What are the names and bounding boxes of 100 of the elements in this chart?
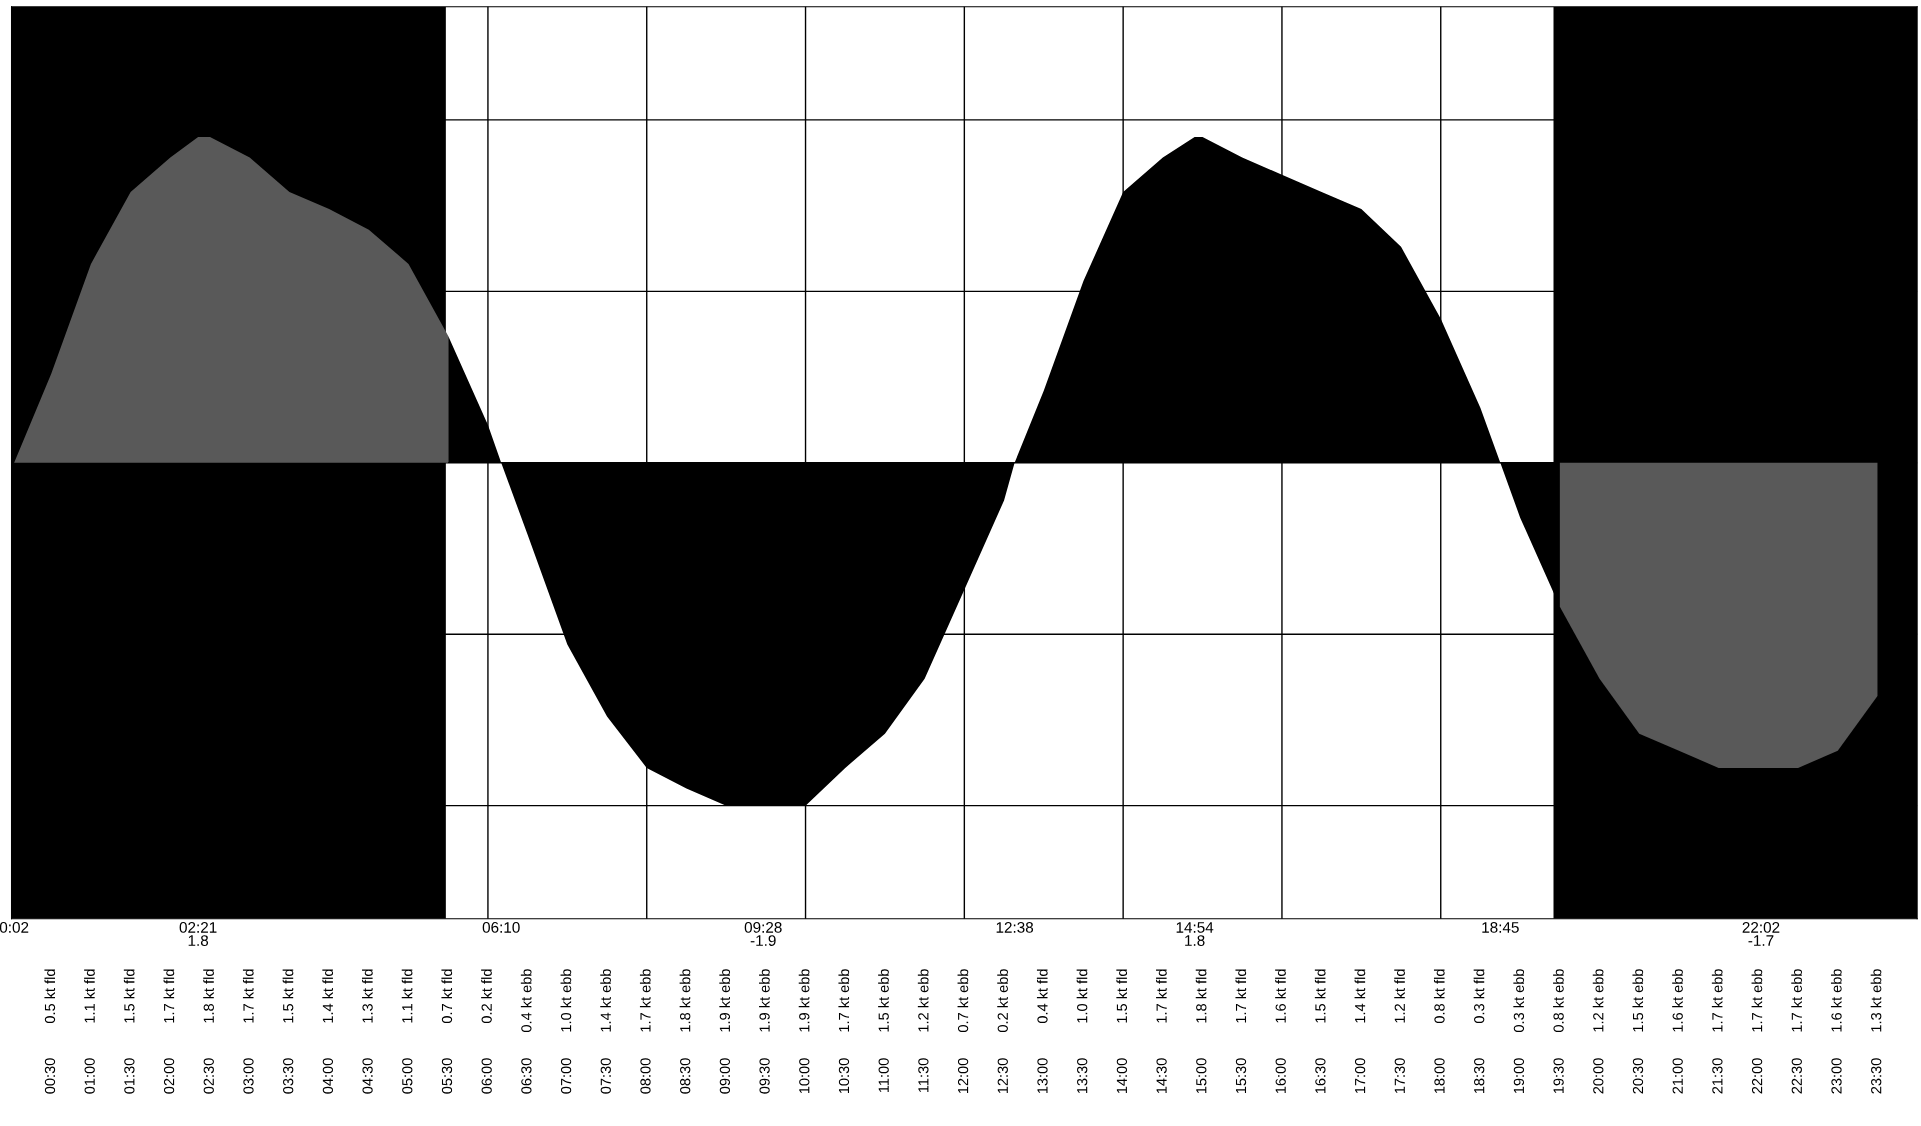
text: 0.2 kt ebb [997, 969, 1008, 1033]
text: 0.8 kt fld [1433, 969, 1445, 1024]
x-tick-label: 23:30 [1871, 1058, 1882, 1094]
x-tick-label: 07:00 [560, 1058, 572, 1094]
x-tick-label: 12:30 [997, 1058, 1008, 1094]
x-tick-label: 00:30 [44, 1058, 56, 1094]
x-tick-label: 08:00 [640, 1058, 651, 1094]
x-tick-label: 02:30 [203, 1058, 214, 1094]
text: 1.4 kt fld [322, 969, 334, 1023]
text: 1.9 kt ebb [798, 969, 810, 1032]
x-tick-label: 21:30 [1712, 1058, 1723, 1094]
x-tick-label: 14:30 [1156, 1058, 1167, 1094]
text: 1.0 kt fld [1076, 969, 1088, 1023]
text: 0.5 kt fld [44, 969, 56, 1024]
text: 1.3 kt fld [362, 969, 373, 1023]
x2-tick-label: 06:10 [482, 922, 520, 933]
x-tick-label: 20:00 [1593, 1058, 1604, 1094]
text: 1.7 kt ebb [838, 969, 850, 1032]
x-tick-label: 04:00 [322, 1058, 334, 1094]
text: 1.7 kt ebb [1791, 969, 1802, 1032]
x-tick-label: 17:00 [1354, 1058, 1366, 1094]
text: 0.3 kt ebb [1513, 969, 1525, 1033]
x2-tick-label: 14:54 1.8 [1176, 922, 1214, 946]
x-tick-label: 13:30 [1077, 1058, 1088, 1094]
x-tick-label: 09:30 [759, 1058, 770, 1094]
text: 1.7 kt fld [242, 969, 254, 1023]
x-tick-label: 22:00 [1751, 1058, 1763, 1094]
text: 1.6 kt ebb [1830, 969, 1842, 1032]
text: 1.9 kt ebb [759, 969, 770, 1032]
x2-tick-label: 02:21 1.8 [179, 922, 217, 946]
x2-tick-label: 22:02 -1.7 [1742, 922, 1780, 946]
x-tick-label: 03:00 [243, 1058, 254, 1094]
text: 1.5 kt ebb [1632, 969, 1644, 1032]
text: 1.0 kt ebb [560, 969, 572, 1032]
text: 1.2 kt fld [1394, 969, 1405, 1023]
x-tick-label: 01:00 [84, 1058, 95, 1094]
text: 0.4 kt ebb [520, 969, 532, 1033]
x-tick-label: 15:00 [1196, 1058, 1207, 1094]
x-tick-label: 01:30 [124, 1058, 135, 1094]
text: 1.7 kt ebb [1751, 969, 1763, 1032]
text: 0.4 kt fld [1036, 969, 1048, 1024]
text: 1.8 kt fld [1195, 969, 1207, 1023]
text: 1.5 kt fld [1314, 969, 1326, 1023]
x-tick-label: 19:30 [1553, 1058, 1564, 1094]
text: 0.3 kt fld [1473, 969, 1485, 1024]
x-tick-label: 12:00 [957, 1058, 969, 1094]
x-tick-label: 06:00 [481, 1058, 492, 1094]
x-tick-label: 06:30 [521, 1058, 532, 1094]
text: 1.9 kt ebb [719, 969, 731, 1032]
x2-tick-label: 12:38 [996, 922, 1034, 933]
text: 1.8 kt fld [203, 969, 214, 1023]
x-tick-label: 10:30 [838, 1058, 850, 1094]
x-tick-label: 11:30 [918, 1058, 929, 1093]
text: 1.7 kt ebb [1711, 969, 1723, 1032]
text: 0.7 kt ebb [957, 969, 969, 1033]
text: 1.7 kt fld [1235, 969, 1247, 1023]
x2-tick-label: 0:02 [0, 922, 29, 933]
text: 1.1 kt fld [401, 969, 413, 1023]
x-tick-label: 16:00 [1275, 1058, 1286, 1094]
x-tick-label: 03:30 [283, 1058, 294, 1094]
x-tick-label: 07:30 [600, 1058, 611, 1094]
text: 0.2 kt fld [481, 969, 492, 1024]
text: 1.5 kt fld [1116, 969, 1128, 1023]
x-tick-label: 05:00 [402, 1058, 413, 1094]
text: 0.8 kt ebb [1553, 969, 1564, 1033]
text: 1.8 kt ebb [679, 969, 691, 1032]
x-tick-label: 11:00 [878, 1058, 889, 1093]
x-tick-label: 21:00 [1672, 1058, 1683, 1094]
x-tick-label: 17:30 [1394, 1058, 1405, 1094]
text: 1.5 kt fld [282, 969, 294, 1023]
text: 1.3 kt ebb [1870, 969, 1882, 1032]
x-tick-label: 09:00 [719, 1058, 731, 1094]
x-tick-label: 16:30 [1315, 1058, 1326, 1094]
text: 1.5 kt ebb [878, 969, 889, 1032]
text: 1.2 kt ebb [917, 969, 929, 1032]
x-tick-label: 05:30 [441, 1058, 453, 1094]
x-tick-label: 02:00 [163, 1058, 175, 1094]
x-tick-label: 13:00 [1037, 1058, 1048, 1094]
text: 1.7 kt fld [1156, 969, 1167, 1023]
text: 0.7 kt fld [441, 969, 453, 1024]
x-tick-label: 14:00 [1116, 1058, 1128, 1094]
x-tick-label: 22:30 [1791, 1058, 1802, 1094]
x-tick-label: 18:00 [1434, 1058, 1445, 1094]
x-tick-label: 18:30 [1474, 1058, 1485, 1094]
x-tick-label: 10:00 [799, 1058, 810, 1094]
text: 1.7 kt fld [163, 969, 175, 1023]
x-tick-label: 23:00 [1831, 1058, 1842, 1094]
x-tick-label: 20:30 [1632, 1058, 1644, 1094]
x-tick-label: 04:30 [362, 1058, 373, 1094]
x-tick-label: 15:30 [1235, 1058, 1247, 1094]
text: 1.2 kt ebb [1592, 969, 1604, 1032]
text: 1.6 kt fld [1275, 969, 1286, 1023]
text: 1.5 kt fld [123, 969, 135, 1023]
text: 1.4 kt fld [1354, 969, 1366, 1023]
x2-tick-label: 09:28 -1.9 [744, 922, 782, 946]
text: 1.7 kt ebb [639, 969, 651, 1032]
x-tick-label: 08:30 [680, 1058, 691, 1094]
text: 1.1 kt fld [84, 969, 95, 1023]
x2-tick-label: 18:45 [1482, 922, 1519, 933]
x-tick-label: 19:00 [1513, 1058, 1525, 1094]
